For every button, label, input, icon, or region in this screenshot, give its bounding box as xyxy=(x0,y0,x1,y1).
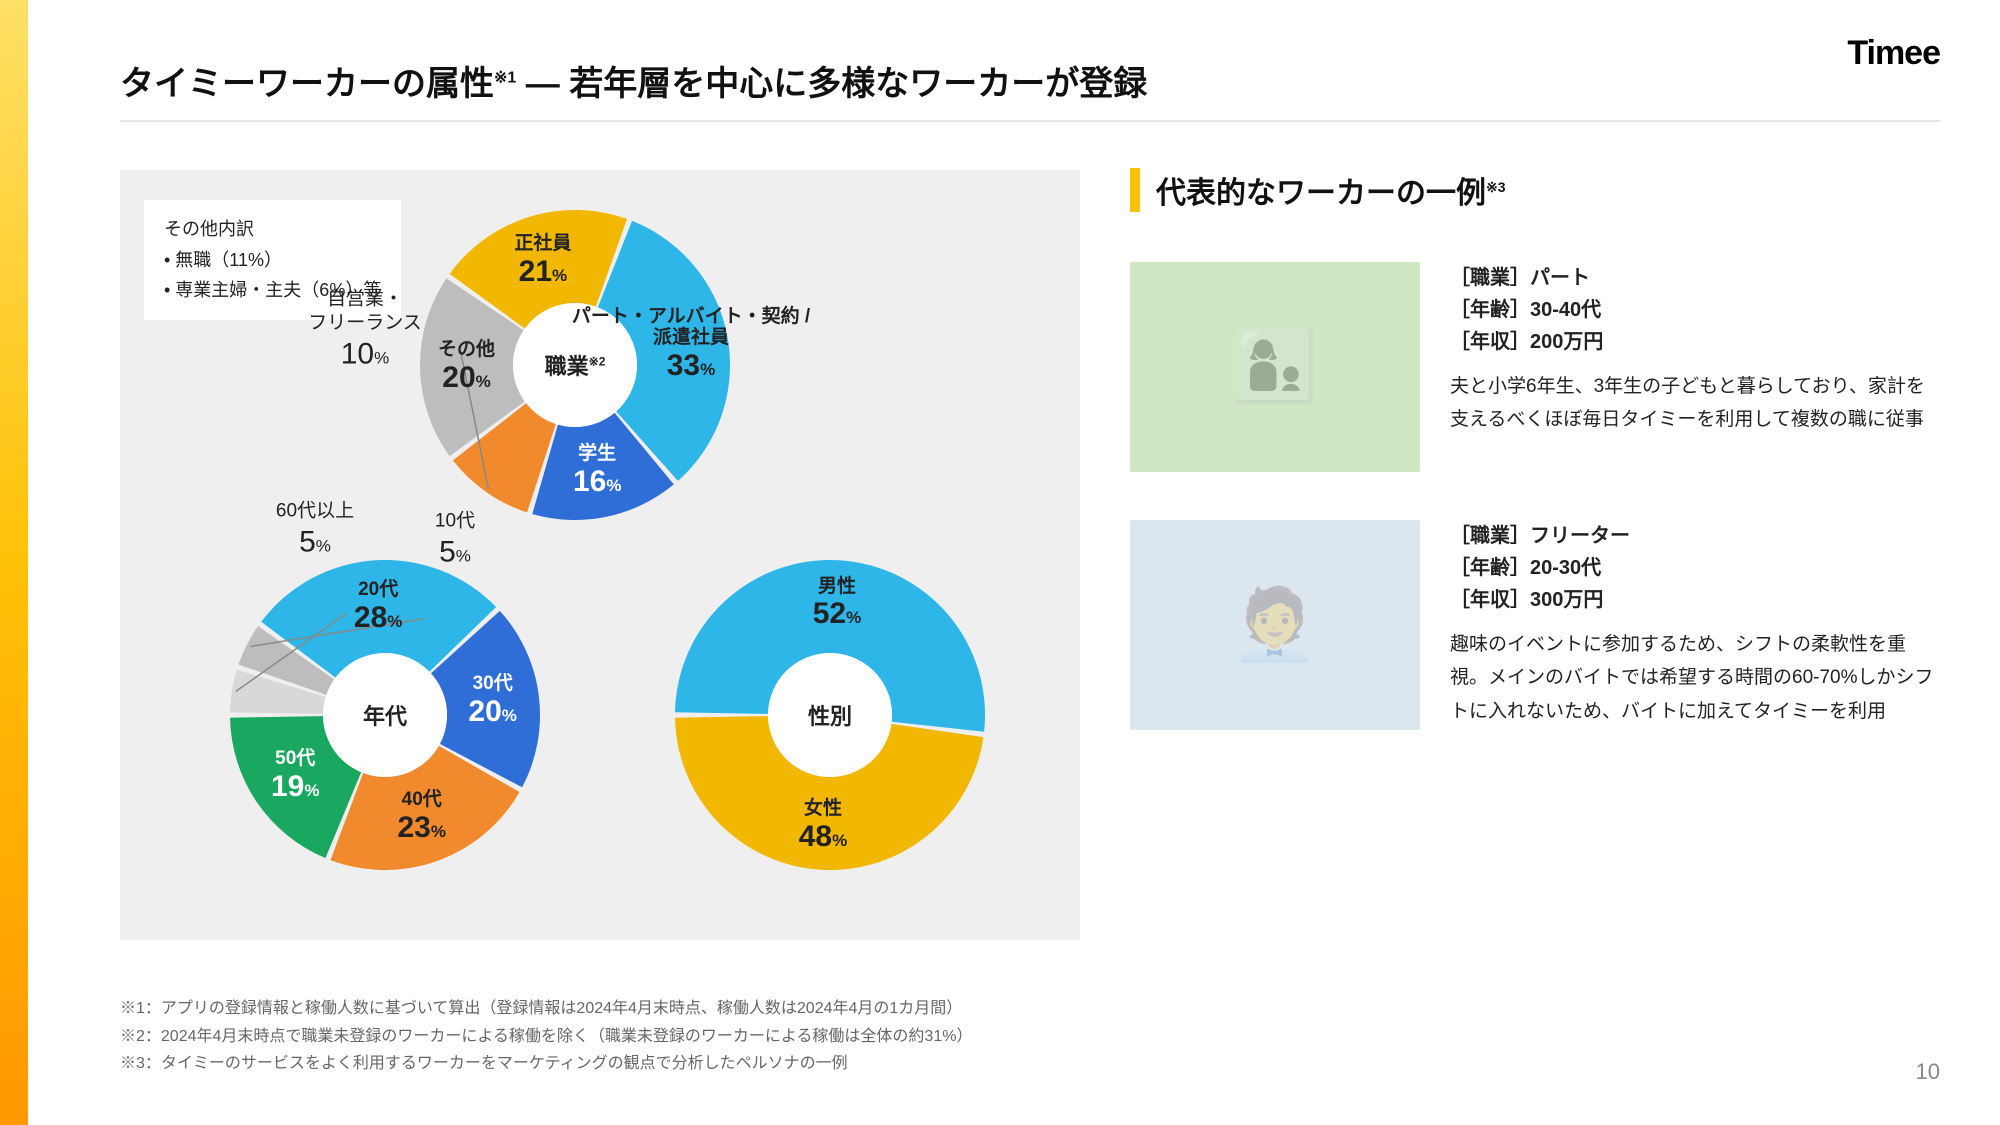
donut-slice-label: 男性52% xyxy=(813,575,862,631)
donut-chart-occupation: 職業※2正社員21%パート・アルバイト・契約 /派遣社員33%学生16%自営業・… xyxy=(420,210,730,520)
persona-photo: 🧑‍💼 xyxy=(1130,520,1420,730)
donut-slice-label: 正社員21% xyxy=(514,233,571,289)
donut-slice-label: 40代23% xyxy=(398,789,447,845)
right-column: 代表的なワーカーの一例※3 👩‍👦［職業］パート［年齢］30-40代［年収］20… xyxy=(1130,168,1940,778)
donut-slice-label: パート・アルバイト・契約 /派遣社員33% xyxy=(572,305,810,383)
donut-center-label: 年代 xyxy=(323,653,447,777)
legend-heading: その他内訳 xyxy=(164,214,381,245)
donut-chart-gender: 性別 男性52% 女性48% xyxy=(675,560,985,870)
donut-slice-label: 30代20% xyxy=(468,673,517,729)
title-sup: ※1 xyxy=(494,70,516,87)
chart-panel: その他内訳 • 無職（11%） • 専業主婦・主夫（6%）等 職業※2正社員21… xyxy=(120,170,1080,940)
persona-meta: ［職業］パート［年齢］30-40代［年収］200万円 xyxy=(1450,262,1940,358)
right-heading: 代表的なワーカーの一例※3 xyxy=(1130,168,1940,212)
donut-slice-label-external: 60代以上5% xyxy=(276,499,354,560)
right-heading-text: 代表的なワーカーの一例 xyxy=(1156,177,1486,210)
donut-slice-label: 50代19% xyxy=(271,748,320,804)
title-rest: ― 若年層を中心に多様なワーカーが登録 xyxy=(516,65,1147,103)
donut-chart-age: 年代10代5%20代28%30代20%40代23%50代19%60代以上5% xyxy=(230,560,540,870)
donut-slice-label: 学生16% xyxy=(573,443,622,499)
persona-description: 趣味のイベントに参加するため、シフトの柔軟性を重視。メインのバイトでは希望する時… xyxy=(1450,628,1940,728)
persona-info: ［職業］フリーター［年齢］20-30代［年収］300万円趣味のイベントに参加する… xyxy=(1450,520,1940,730)
donut-slice-label-external: 10代5% xyxy=(435,509,475,570)
left-accent-stripe xyxy=(0,0,28,1125)
persona-info: ［職業］パート［年齢］30-40代［年収］200万円夫と小学6年生、3年生の子ど… xyxy=(1450,262,1940,472)
legend-line1: • 無職（11%） xyxy=(164,245,381,276)
right-heading-sup: ※3 xyxy=(1486,179,1506,195)
logo: Timee xyxy=(1847,34,1940,73)
footnote-2: ※2：2024年4月末時点で職業未登録のワーカーによる稼働を除く（職業未登録のワ… xyxy=(120,1023,972,1050)
footnote-1: ※1：アプリの登録情報と稼働人数に基づいて算出（登録情報は2024年4月末時点、… xyxy=(120,995,972,1022)
persona-row: 🧑‍💼［職業］フリーター［年齢］20-30代［年収］300万円趣味のイベントに参… xyxy=(1130,520,1940,730)
persona-row: 👩‍👦［職業］パート［年齢］30-40代［年収］200万円夫と小学6年生、3年生… xyxy=(1130,262,1940,472)
persona-photo: 👩‍👦 xyxy=(1130,262,1420,472)
title-main: タイミーワーカーの属性 xyxy=(120,65,494,103)
page-number: 10 xyxy=(1916,1059,1940,1085)
persona-meta: ［職業］フリーター［年齢］20-30代［年収］300万円 xyxy=(1450,520,1940,616)
donut-slice-label: 20代28% xyxy=(354,579,403,635)
title-divider xyxy=(120,120,1940,122)
donut-slice-label: 女性48% xyxy=(799,798,848,854)
donut-slice-label-external: 自営業・フリーランス10% xyxy=(308,288,422,373)
donut-center-label: 性別 xyxy=(768,653,892,777)
footnote-3: ※3：タイミーのサービスをよく利用するワーカーをマーケティングの観点で分析したペ… xyxy=(120,1050,972,1077)
donut-slice-label: その他20% xyxy=(438,339,495,395)
footnotes: ※1：アプリの登録情報と稼働人数に基づいて算出（登録情報は2024年4月末時点、… xyxy=(120,995,972,1077)
page-title: タイミーワーカーの属性※1 ― 若年層を中心に多様なワーカーが登録 xyxy=(120,56,1147,105)
persona-description: 夫と小学6年生、3年生の子どもと暮らしており、家計を支えるべくほぼ毎日タイミーを… xyxy=(1450,370,1940,437)
